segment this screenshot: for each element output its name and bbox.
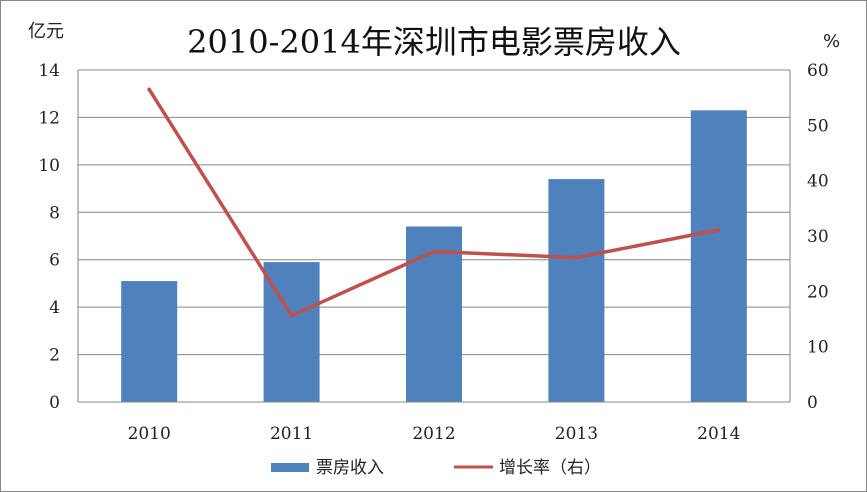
left-tick-label: 6 [49,251,60,271]
right-tick-label: 20 [807,282,829,302]
left-axis-unit: 亿元 [28,21,64,42]
line-series [147,87,721,318]
x-tick-label: 2011 [270,424,313,444]
right-tick-label: 40 [807,172,829,192]
growth-rate-point [574,255,579,260]
x-tick-label: 2013 [555,424,598,444]
legend: 票房收入 增长率（右） [271,458,601,478]
x-tick-label: 2012 [412,424,455,444]
bar [548,179,605,402]
bar [406,226,462,402]
x-tick-label: 2014 [697,424,740,444]
right-tick-label: 30 [807,227,829,247]
left-tick-label: 10 [38,156,60,176]
left-tick-label: 2 [49,346,60,366]
right-tick-label: 60 [807,61,829,81]
chart-title: 2010-2014年深圳市电影票房收入 [187,23,681,61]
right-tick-label: 50 [807,116,829,136]
left-tick-label: 8 [49,203,60,223]
growth-rate-point [717,228,721,232]
right-tick-label: 10 [807,338,829,358]
tick-labels: 0 2 4 6 8 10 12 14 0 10 20 30 40 50 60 2010 2011 2012 2013… [38,61,828,444]
bar-series [121,110,747,403]
growth-rate-point [289,313,294,318]
axes [77,70,791,403]
bar [121,281,178,402]
x-tick-label: 2010 [128,424,171,444]
right-tick-label: 0 [807,393,818,413]
left-tick-label: 4 [49,298,60,318]
bar [690,110,747,403]
left-tick-label: 0 [49,393,60,413]
left-tick-label: 12 [38,108,60,128]
left-tick-label: 14 [38,61,60,81]
growth-rate-point [147,87,151,92]
legend-label-bar: 票房收入 [316,458,384,478]
right-axis-unit: % [823,31,840,52]
legend-swatch-bar [271,463,309,472]
legend-label-line: 增长率（右） [499,458,601,478]
growth-rate-point [432,249,436,254]
